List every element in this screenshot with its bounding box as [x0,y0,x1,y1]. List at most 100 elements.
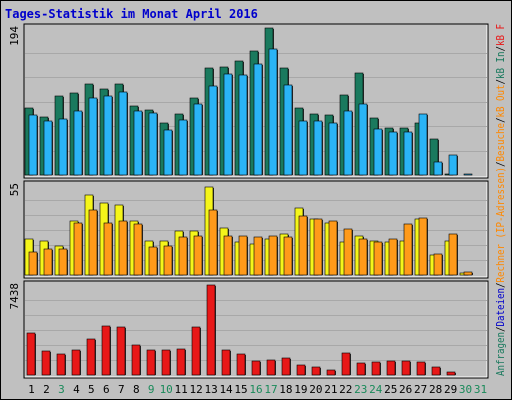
bar-shadow [97,211,98,275]
bar [251,360,261,376]
bar [148,112,158,176]
x-tick-label: 15 [234,383,247,396]
bar-shadow [37,116,38,175]
bar-shadow [52,122,53,175]
bar [28,114,38,176]
bar-shadow [172,247,173,275]
bar [281,357,291,376]
bar-shadow [397,133,398,175]
bar-shadow [337,222,338,275]
bar-shadow [337,124,338,175]
bar [401,360,411,376]
bar-shadow [82,224,83,275]
bar-shadow [245,355,246,375]
bar [341,352,351,376]
right-axis-legend-entry: kB Out [494,85,507,118]
x-tick-label: 3 [58,383,65,396]
bar-shadow [427,219,428,275]
bar-shadow [320,368,321,375]
bar-shadow [80,351,81,375]
bar [283,84,293,176]
panel-requests: 194 [8,23,489,179]
x-tick-label: 26 [399,383,412,396]
bar-shadow [125,328,126,375]
bar-shadow [247,76,248,175]
bar [146,349,156,376]
bar [418,113,428,176]
bar-shadow [52,250,53,275]
bar-shadow [202,105,203,175]
bar-shadow [95,340,96,375]
series-kb-f [26,284,456,376]
bar-shadow [277,50,278,175]
bar [266,359,276,376]
right-axis-legend-entry: / [494,283,507,289]
bar-shadow [37,253,38,275]
bar-shadow [455,373,456,375]
bar [56,353,66,376]
bar-shadow [67,120,68,175]
bar-shadow [112,97,113,175]
right-axis-legend-entry: Besuche [494,123,507,161]
bar [236,353,246,376]
bar [283,236,293,276]
bar [41,350,51,376]
right-axis-legend-entry: Anfragen [494,332,507,376]
y-max-label: 7438 [8,283,21,310]
bar [343,228,353,276]
bar [176,348,186,376]
x-tick-label: 30 [459,383,472,396]
bar-shadow [110,327,111,375]
bar-shadow [187,238,188,275]
bar [86,338,96,376]
bar [131,344,141,376]
x-tick-label: 27 [414,383,427,396]
panel-hosts: 55 [8,180,489,279]
x-tick-label: 16 [249,383,262,396]
bar-shadow [307,122,308,175]
x-tick-label: 23 [354,383,367,396]
bar-shadow [97,99,98,175]
bar [298,120,308,176]
bar-shadow [247,237,248,275]
x-tick-label: 14 [219,383,233,396]
bar-shadow [397,240,398,275]
bar [101,325,111,376]
bar-shadow [412,225,413,275]
bar [223,73,233,176]
bar [253,236,263,276]
bar [206,284,216,376]
bar [178,119,188,176]
bar-shadow [215,286,216,375]
bar [116,326,126,376]
bar-shadow [142,112,143,175]
bar [43,120,53,176]
bar [253,63,263,176]
bar-shadow [382,243,383,275]
bar [373,241,383,276]
bar [73,110,83,176]
x-tick-label: 31 [474,383,487,396]
bar [88,97,98,176]
bar-shadow [395,362,396,375]
bar [28,251,38,276]
bar-shadow [367,240,368,275]
bar [208,209,218,276]
bar [433,253,443,276]
bar-shadow [290,359,291,375]
bar-shadow [185,350,186,375]
bar-shadow [200,328,201,375]
bar-shadow [382,130,383,175]
bar [193,235,203,276]
x-tick-label: 20 [309,383,322,396]
bar [268,235,278,276]
x-tick-label: 24 [369,383,383,396]
right-axis-legend-entry: kB F [494,24,507,46]
bar [388,238,398,276]
bar [328,220,338,276]
bar [133,223,143,276]
x-tick-label: 19 [294,383,307,396]
bar [296,364,306,376]
bar-shadow [322,220,323,275]
